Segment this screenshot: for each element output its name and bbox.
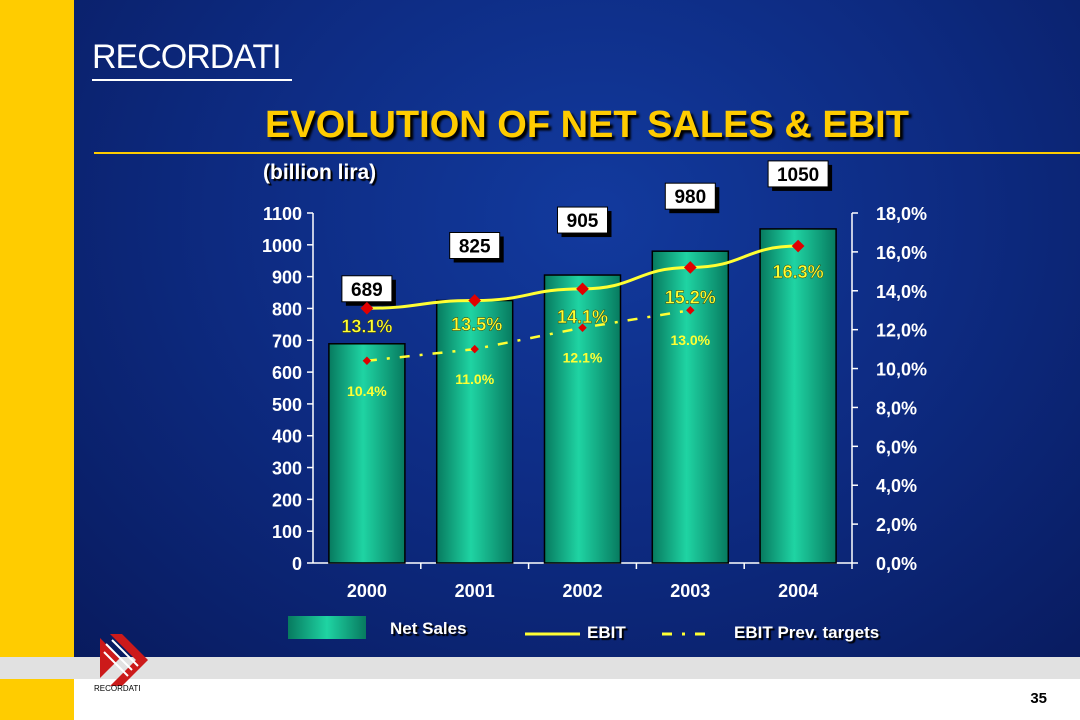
x-tick-label: 2003 (670, 581, 710, 601)
bar-net-sales (651, 250, 730, 564)
brand-logo: RECORDATI (92, 38, 282, 76)
ebit-value-label: 16.3% (773, 262, 824, 282)
x-tick-label: 2001 (455, 581, 495, 601)
legend-net-sales-label: Net Sales (390, 619, 467, 638)
right-tick-label: 12,0% (876, 321, 927, 341)
left-tick-label: 1100 (263, 204, 302, 224)
ebit-value-label: 14.1% (557, 307, 608, 327)
legend-ebit-targets-label: EBIT Prev. targets (734, 623, 880, 642)
svg-text:RECORDATI: RECORDATI (94, 684, 141, 692)
ebit-target-label: 12.1% (563, 350, 603, 366)
bar-label-box (449, 232, 501, 259)
left-accent-bar (0, 0, 74, 720)
right-tick-label: 10,0% (876, 360, 927, 380)
bar-value-label: 980 (674, 187, 706, 208)
title-underline (94, 152, 1080, 154)
right-tick-label: 2,0% (876, 515, 917, 535)
ebit-value-label: 13.5% (451, 315, 502, 335)
left-tick-label: 200 (272, 490, 302, 510)
ebit-target-marker (686, 305, 695, 315)
left-tick-label: 0 (292, 554, 302, 574)
logo-underline (92, 79, 292, 81)
footer-strip (0, 657, 1080, 679)
right-tick-label: 16,0% (876, 243, 927, 263)
right-tick-label: 6,0% (876, 437, 917, 457)
left-tick-label: 900 (272, 268, 302, 288)
left-tick-label: 600 (272, 363, 302, 383)
ebit-marker (360, 301, 374, 315)
footer-area (74, 679, 1080, 720)
bar-net-sales (328, 343, 406, 564)
bar-value-label: 689 (351, 280, 383, 301)
x-tick-label: 2002 (562, 581, 602, 601)
right-tick-label: 4,0% (876, 476, 917, 496)
right-tick-label: 0,0% (876, 554, 917, 574)
bar-value-label: 825 (459, 237, 491, 258)
ebit-target-marker (578, 323, 587, 332)
bar-label-box (557, 206, 608, 234)
bar-value-label: 905 (567, 211, 599, 232)
bar-label-box (341, 275, 393, 303)
left-tick-label: 100 (272, 522, 302, 542)
left-tick-label: 400 (272, 427, 302, 447)
left-tick-label: 500 (272, 395, 302, 415)
x-tick-label: 2000 (347, 581, 387, 601)
right-tick-label: 14,0% (876, 282, 927, 302)
bar-net-sales (435, 299, 514, 564)
slide-title: EVOLUTION OF NET SALES & EBIT (265, 104, 909, 146)
ebit-target-label: 13.0% (670, 332, 710, 348)
legend-ebit-targets-line (662, 632, 710, 636)
page-number: 35 (1030, 690, 1047, 707)
ebit-value-label: 13.1% (341, 316, 392, 336)
bar-value-label: 1050 (777, 165, 819, 186)
ebit-marker (468, 294, 482, 307)
right-tick-label: 18,0% (876, 204, 927, 224)
bar-label-box (664, 182, 716, 210)
x-tick-label: 2004 (778, 581, 818, 601)
legend-ebit-label: EBIT (587, 623, 626, 642)
ebit-target-marker (470, 344, 479, 354)
recordati-mark-icon: RECORDATI (94, 634, 148, 692)
ebit-target-label: 11.0% (455, 371, 494, 387)
bar-net-sales (543, 274, 622, 564)
bar-net-sales (759, 228, 837, 564)
right-tick-label: 8,0% (876, 398, 917, 418)
legend-ebit-line (525, 632, 580, 636)
ebit-target-marker (362, 356, 372, 366)
bar-label-box (767, 160, 829, 188)
ebit-targets-line (366, 308, 691, 363)
chart-subtitle: (billion lira) (263, 161, 377, 184)
ebit-value-label: 15.2% (665, 287, 716, 307)
left-tick-label: 1000 (262, 236, 302, 256)
ebit-target-label: 10.4% (347, 383, 387, 399)
left-tick-label: 800 (272, 299, 302, 319)
left-tick-label: 700 (272, 331, 302, 351)
legend-net-sales-swatch (288, 616, 366, 639)
left-tick-label: 300 (272, 459, 302, 479)
